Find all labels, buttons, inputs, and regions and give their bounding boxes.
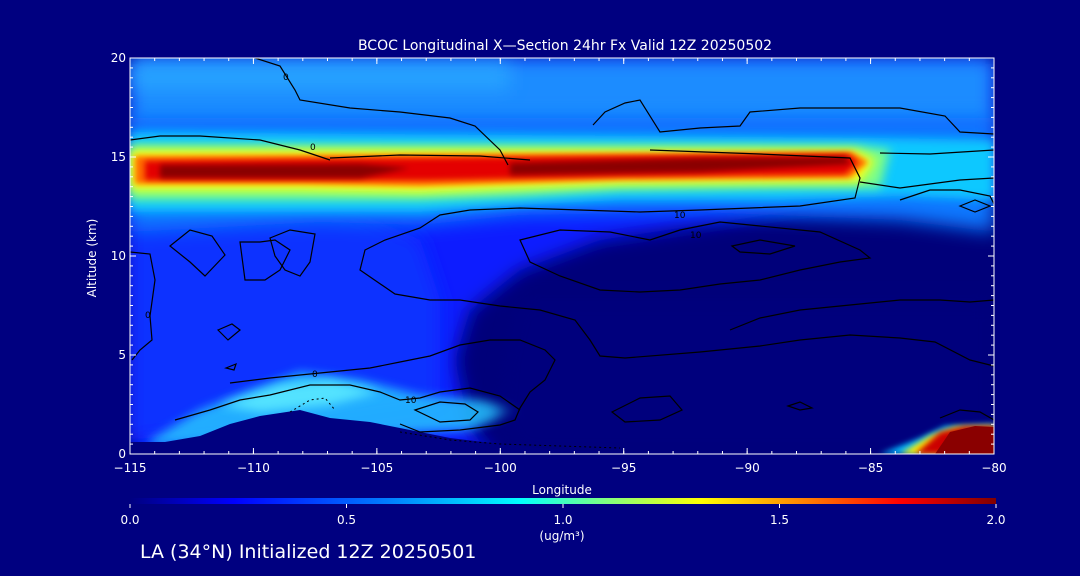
x-tick-label: −85 bbox=[858, 461, 883, 475]
colorbar-tick-label: 2.0 bbox=[986, 513, 1005, 527]
colorbar-tick-label: 1.5 bbox=[770, 513, 789, 527]
x-tick-label: −115 bbox=[114, 461, 147, 475]
colorbar-tick-label: 1.0 bbox=[553, 513, 572, 527]
init-footer: LA (34°N) Initialized 12Z 20250501 bbox=[140, 541, 477, 563]
x-tick-label: −95 bbox=[611, 461, 636, 475]
y-tick-label: 20 bbox=[111, 51, 126, 65]
colorbar bbox=[130, 498, 996, 504]
contour-label: 0 bbox=[310, 143, 316, 153]
y-axis: 0 5 10 15 20 bbox=[111, 51, 994, 461]
y-tick-label: 0 bbox=[118, 447, 126, 461]
contour-label: 0 bbox=[145, 311, 151, 321]
contour-dotted-lines bbox=[289, 397, 621, 449]
contour-label: 0 bbox=[283, 73, 289, 83]
contour-lines bbox=[130, 58, 994, 433]
y-tick-label: 10 bbox=[111, 249, 126, 263]
contour-labels: 0 0 0 0 10 10 10 bbox=[145, 73, 702, 406]
colorbar-tick-label: 0.0 bbox=[120, 513, 139, 527]
x-tick-label: −100 bbox=[484, 461, 517, 475]
y-axis-label: Altitude (km) bbox=[85, 219, 99, 298]
x-tick-label: −105 bbox=[360, 461, 393, 475]
y-tick-label: 15 bbox=[111, 150, 126, 164]
y-tick-label: 5 bbox=[118, 348, 126, 362]
chart-title: BCOC Longitudinal X—Section 24hr Fx Vali… bbox=[358, 38, 772, 54]
colorbar-axis: 0.0 0.5 1.0 1.5 2.0 bbox=[120, 504, 1006, 527]
contour-label: 10 bbox=[690, 231, 702, 241]
x-tick-label: −110 bbox=[237, 461, 270, 475]
colorbar-units: (ug/m³) bbox=[539, 529, 584, 543]
x-tick-label: −90 bbox=[734, 461, 759, 475]
x-axis-label: Longitude bbox=[532, 483, 592, 497]
colorbar-tick-label: 0.5 bbox=[337, 513, 356, 527]
contour-label: 10 bbox=[674, 211, 686, 221]
x-tick-label: −80 bbox=[981, 461, 1006, 475]
contour-label: 0 bbox=[312, 370, 318, 380]
concentration-field bbox=[130, 58, 994, 454]
contour-label: 10 bbox=[405, 396, 417, 406]
x-axis: −115 −110 −105 −100 −95 −90 −85 −80 bbox=[114, 58, 1007, 475]
